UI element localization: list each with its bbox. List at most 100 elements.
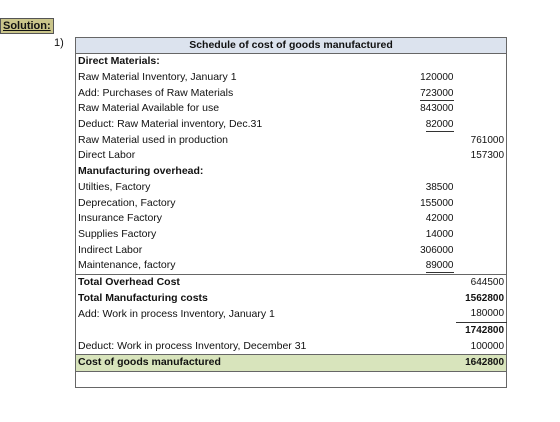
row-label: Insurance Factory bbox=[78, 212, 163, 225]
row-label: Direct Materials: bbox=[78, 55, 160, 68]
row-label: Add: Purchases of Raw Materials bbox=[78, 86, 234, 99]
total-cell bbox=[456, 101, 507, 117]
table-row: Deduct: Work in process Inventory, Decem… bbox=[76, 338, 507, 354]
table-row: Indirect Labor 306000 bbox=[76, 242, 507, 258]
total: 1742800 bbox=[465, 325, 505, 337]
row-label: Total Overhead Cost bbox=[75, 273, 401, 291]
amount-cell: 38500 bbox=[401, 180, 456, 196]
empty-cell bbox=[401, 371, 456, 388]
row-label: Indirect Labor bbox=[78, 243, 143, 256]
amount: 155000 bbox=[420, 197, 454, 209]
total: 761000 bbox=[470, 134, 505, 146]
table-row: Manufacturing overhead: bbox=[76, 164, 507, 180]
empty-cell bbox=[76, 371, 401, 388]
amount-cell bbox=[400, 273, 456, 291]
table-row: Raw Material used in production 761000 bbox=[76, 132, 507, 148]
total: 100000 bbox=[470, 340, 505, 352]
table-title: Schedule of cost of goods manufactured bbox=[75, 37, 507, 54]
total-cell: 157300 bbox=[456, 148, 507, 164]
table-row: Total Overhead Cost 644500 bbox=[75, 273, 507, 291]
table-row: Cost of goods manufactured 1642800 bbox=[75, 354, 507, 372]
amount: 42000 bbox=[425, 213, 454, 225]
row-label: Add: Work in process Inventory, January … bbox=[78, 307, 275, 320]
row-label: Maintenance, factory bbox=[78, 259, 176, 272]
table-row: Maintenance, factory 89000 bbox=[76, 258, 507, 274]
table-row: 1742800 bbox=[76, 322, 507, 338]
row-label: Raw Material Inventory, January 1 bbox=[78, 71, 237, 84]
solution-label: Solution: bbox=[0, 18, 54, 34]
amount-cell: 89000 bbox=[401, 258, 456, 274]
row-label: Total Manufacturing costs bbox=[78, 291, 208, 304]
amount: 38500 bbox=[425, 181, 454, 193]
amount-cell bbox=[401, 306, 456, 322]
total-cell bbox=[456, 54, 507, 70]
amount-cell bbox=[401, 164, 456, 180]
total-cell bbox=[456, 242, 507, 258]
table-row: Add: Work in process Inventory, January … bbox=[76, 306, 507, 323]
total-cell: 1742800 bbox=[456, 322, 507, 338]
amount-cell bbox=[401, 322, 456, 338]
empty-row bbox=[76, 371, 507, 388]
table-body: Direct Materials: Raw Material Inventory,… bbox=[75, 54, 507, 388]
row-label: Supplies Factory bbox=[78, 227, 157, 240]
row-label: Direct Labor bbox=[78, 149, 136, 162]
row-label: Deduct: Work in process Inventory, Decem… bbox=[78, 339, 307, 352]
total: 1642800 bbox=[465, 357, 505, 369]
total-cell: 1642800 bbox=[455, 354, 507, 372]
amount: 306000 bbox=[420, 244, 454, 256]
amount-cell bbox=[401, 338, 456, 354]
total-cell: 761000 bbox=[456, 132, 507, 148]
total: 644500 bbox=[470, 276, 505, 288]
total-cell bbox=[456, 195, 507, 211]
total: 1562800 bbox=[465, 292, 505, 304]
table-row: Raw Material Available for use 843000 bbox=[76, 101, 507, 117]
total: 157300 bbox=[470, 150, 505, 162]
amount-cell: 723000 bbox=[401, 85, 456, 101]
table-row: Add: Purchases of Raw Materials 723000 bbox=[76, 85, 507, 101]
schedule-table: Schedule of cost of goods manufactured D… bbox=[75, 37, 508, 389]
table-row: Direct Labor 157300 bbox=[76, 148, 507, 164]
total: 180000 bbox=[470, 308, 505, 320]
item-number: 1) bbox=[54, 37, 64, 49]
total-cell bbox=[456, 117, 507, 133]
amount-cell bbox=[401, 148, 456, 164]
amount-cell: 120000 bbox=[401, 70, 456, 86]
total-cell bbox=[456, 180, 507, 196]
amount: 120000 bbox=[420, 72, 454, 84]
amount: 843000 bbox=[420, 103, 454, 115]
row-label: Manufacturing overhead: bbox=[78, 165, 204, 178]
amount-cell: 843000 bbox=[401, 101, 456, 117]
total-cell: 1562800 bbox=[456, 290, 507, 306]
total-cell bbox=[456, 211, 507, 227]
amount-cell: 82000 bbox=[401, 117, 456, 133]
table-row: Deprecation, Factory 155000 bbox=[76, 195, 507, 211]
empty-cell bbox=[456, 371, 507, 388]
amount-cell bbox=[400, 354, 456, 372]
table-row: Total Manufacturing costs 1562800 bbox=[76, 290, 507, 306]
row-label bbox=[76, 322, 401, 338]
amount: 89000 bbox=[425, 260, 454, 274]
total-cell bbox=[456, 85, 507, 101]
total-cell bbox=[456, 258, 507, 274]
amount-cell bbox=[401, 290, 456, 306]
row-label: Cost of goods manufactured bbox=[75, 354, 401, 372]
amount: 723000 bbox=[420, 87, 454, 101]
row-label: Utilties, Factory bbox=[78, 180, 151, 193]
amount-cell: 14000 bbox=[401, 227, 456, 243]
table-row: Raw Material Inventory, January 1 120000 bbox=[76, 70, 507, 86]
total-cell bbox=[456, 70, 507, 86]
total-cell: 180000 bbox=[455, 306, 507, 323]
total-cell: 100000 bbox=[456, 338, 507, 354]
amount-cell bbox=[401, 132, 456, 148]
amount-cell bbox=[401, 54, 456, 70]
row-label: Deduct: Raw Material inventory, Dec.31 bbox=[78, 118, 263, 131]
table-row: Supplies Factory 14000 bbox=[76, 227, 507, 243]
amount-cell: 155000 bbox=[401, 195, 456, 211]
table-row: Insurance Factory 42000 bbox=[76, 211, 507, 227]
total-cell bbox=[456, 164, 507, 180]
total-cell: 644500 bbox=[455, 273, 507, 291]
header-row: Schedule of cost of goods manufactured bbox=[75, 37, 507, 54]
row-label: Raw Material used in production bbox=[78, 133, 228, 146]
amount-cell: 42000 bbox=[401, 211, 456, 227]
